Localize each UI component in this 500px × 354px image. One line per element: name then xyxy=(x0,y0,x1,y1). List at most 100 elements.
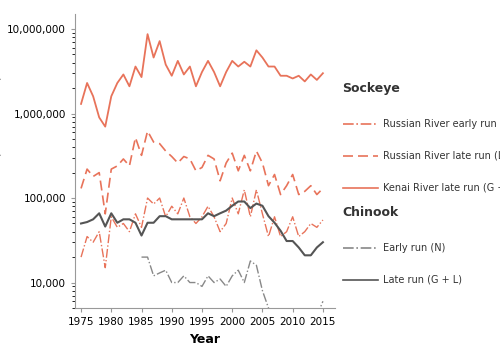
Late run (G + L) xyxy=(126,217,132,222)
Early run (N) xyxy=(156,271,162,275)
Kenai River late run (G + L) xyxy=(278,74,283,78)
Russian River early run (N) xyxy=(144,196,150,200)
Russian River late run (L + N) xyxy=(320,186,326,190)
Russian River early run (N) xyxy=(248,215,254,219)
Line: Late run (G + L): Late run (G + L) xyxy=(81,201,323,255)
Late run (G + L) xyxy=(199,217,205,222)
Russian River late run (L + N) xyxy=(242,153,248,158)
Russian River early run (N) xyxy=(302,229,308,234)
Russian River late run (L + N) xyxy=(138,153,144,158)
Late run (G + L) xyxy=(302,253,308,257)
Russian River late run (L + N) xyxy=(205,153,211,158)
Late run (G + L) xyxy=(193,217,199,222)
Kenai River late run (G + L) xyxy=(296,74,302,78)
Late run (G + L) xyxy=(308,253,314,257)
Late run (G + L) xyxy=(217,211,223,216)
Kenai River late run (G + L) xyxy=(211,70,217,74)
Russian River late run (L + N) xyxy=(302,189,308,194)
Russian River early run (N) xyxy=(156,196,162,200)
Kenai River late run (G + L) xyxy=(223,70,229,74)
Russian River early run (N) xyxy=(266,234,272,239)
Kenai River late run (G + L) xyxy=(150,56,156,60)
Late run (G + L) xyxy=(205,211,211,216)
Early run (N) xyxy=(296,350,302,354)
Russian River late run (L + N) xyxy=(254,149,260,153)
Early run (N) xyxy=(138,255,144,259)
Kenai River late run (G + L) xyxy=(78,102,84,106)
Russian River late run (L + N) xyxy=(102,212,108,216)
Early run (N) xyxy=(248,259,254,263)
Late run (G + L) xyxy=(120,217,126,222)
Russian River early run (N) xyxy=(205,204,211,209)
Y-axis label: Salmon returns (total run size): Salmon returns (total run size) xyxy=(0,76,2,246)
Russian River late run (L + N) xyxy=(266,184,272,188)
Late run (G + L) xyxy=(284,239,290,243)
Early run (N) xyxy=(193,280,199,285)
Russian River early run (N) xyxy=(187,215,193,219)
Russian River late run (L + N) xyxy=(175,161,181,165)
Late run (G + L) xyxy=(236,199,242,204)
Early run (N) xyxy=(175,280,181,285)
Russian River late run (L + N) xyxy=(236,169,242,173)
Kenai River late run (G + L) xyxy=(205,59,211,63)
Late run (G + L) xyxy=(296,245,302,250)
Kenai River late run (G + L) xyxy=(266,64,272,69)
Kenai River late run (G + L) xyxy=(175,59,181,63)
Kenai River late run (G + L) xyxy=(320,71,326,75)
Russian River late run (L + N) xyxy=(114,164,120,168)
Russian River late run (L + N) xyxy=(223,161,229,165)
Kenai River late run (G + L) xyxy=(156,39,162,43)
Late run (G + L) xyxy=(229,204,235,208)
Russian River late run (L + N) xyxy=(187,157,193,161)
Russian River early run (N) xyxy=(132,212,138,216)
Russian River early run (N) xyxy=(320,218,326,222)
Late run (G + L) xyxy=(144,221,150,225)
Early run (N) xyxy=(187,280,193,285)
Kenai River late run (G + L) xyxy=(96,115,102,120)
Kenai River late run (G + L) xyxy=(181,72,187,76)
Early run (N) xyxy=(320,299,326,303)
Early run (N) xyxy=(314,314,320,318)
Kenai River late run (G + L) xyxy=(114,81,120,85)
Russian River early run (N) xyxy=(254,188,260,192)
Russian River late run (L + N) xyxy=(90,175,96,179)
Russian River late run (L + N) xyxy=(284,184,290,188)
Late run (G + L) xyxy=(162,214,168,218)
Russian River late run (L + N) xyxy=(211,157,217,161)
Early run (N) xyxy=(302,350,308,354)
Russian River early run (N) xyxy=(193,221,199,225)
Kenai River late run (G + L) xyxy=(168,74,174,78)
Late run (G + L) xyxy=(290,239,296,243)
Russian River early run (N) xyxy=(78,255,84,259)
Russian River late run (L + N) xyxy=(278,193,283,197)
Kenai River late run (G + L) xyxy=(308,72,314,76)
Early run (N) xyxy=(284,350,290,354)
Russian River early run (N) xyxy=(96,229,102,234)
Early run (N) xyxy=(150,274,156,278)
Kenai River late run (G + L) xyxy=(102,125,108,129)
Russian River late run (L + N) xyxy=(168,154,174,159)
Russian River late run (L + N) xyxy=(96,171,102,175)
Russian River early run (N) xyxy=(290,215,296,219)
Kenai River late run (G + L) xyxy=(162,62,168,67)
Early run (N) xyxy=(236,268,242,272)
Text: Late run (G + L): Late run (G + L) xyxy=(382,275,462,285)
Russian River early run (N) xyxy=(150,202,156,206)
Late run (G + L) xyxy=(248,206,254,210)
Kenai River late run (G + L) xyxy=(254,48,260,52)
Late run (G + L) xyxy=(168,217,174,222)
X-axis label: Year: Year xyxy=(190,332,220,346)
Late run (G + L) xyxy=(242,199,248,204)
Russian River late run (L + N) xyxy=(314,193,320,197)
Russian River early run (N) xyxy=(229,196,235,200)
Late run (G + L) xyxy=(96,211,102,216)
Russian River early run (N) xyxy=(199,215,205,219)
Russian River early run (N) xyxy=(260,212,266,216)
Early run (N) xyxy=(217,277,223,281)
Text: Sockeye: Sockeye xyxy=(342,82,400,95)
Russian River early run (N) xyxy=(217,229,223,234)
Late run (G + L) xyxy=(314,245,320,250)
Russian River early run (N) xyxy=(272,215,278,219)
Kenai River late run (G + L) xyxy=(248,64,254,69)
Early run (N) xyxy=(308,339,314,344)
